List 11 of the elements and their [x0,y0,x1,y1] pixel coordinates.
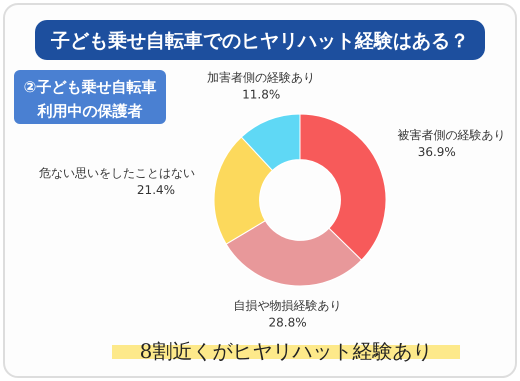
slice-label: 加害者側の経験あり [207,70,316,84]
text: ②子ども乗せ自転車利用中の保護者 [24,78,156,120]
chart-title: 子ども乗せ自転車でのヒヤリハット経験はある？ [50,30,469,52]
text: 8割近くがヒヤリハット経験あり [140,339,432,363]
slice-label: 自損や物損経験あり [234,298,342,312]
data-label: 11.8% [242,87,280,102]
data-label: 36.9% [418,144,456,159]
slice-label: 危ない思いをしたことはない [39,166,196,180]
data-label: 28.8% [268,315,307,330]
slice-label: 被害者側の経験あり [398,128,506,142]
data-label: 21.4% [136,183,176,198]
